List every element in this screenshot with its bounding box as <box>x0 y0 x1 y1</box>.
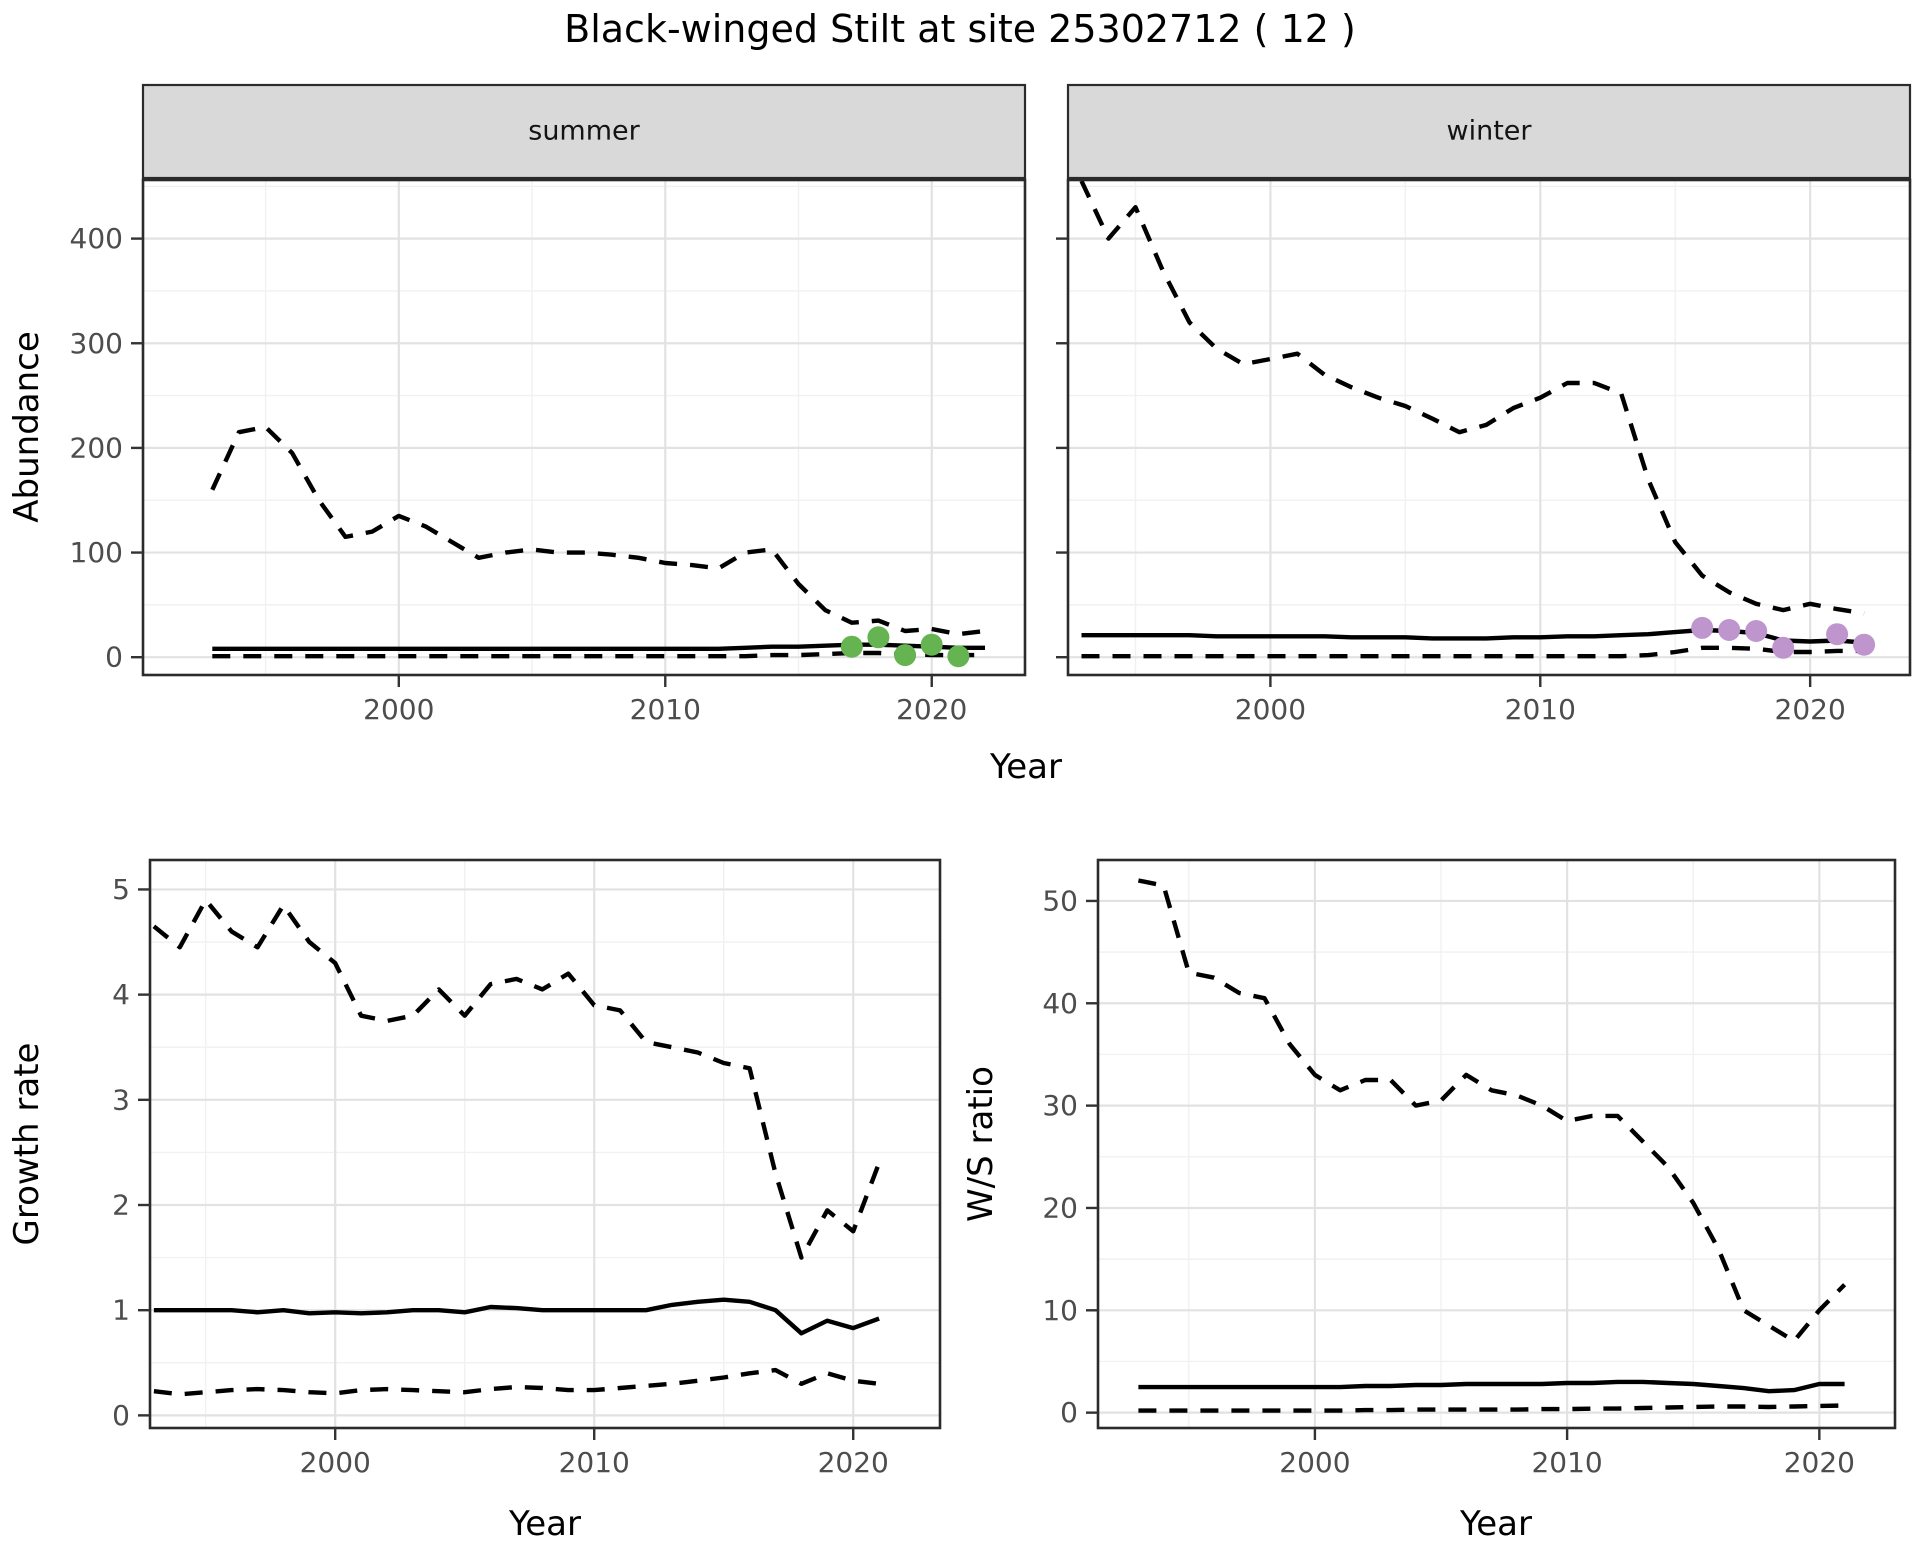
abundance-axis-title: Abundance <box>7 331 47 523</box>
ws-ratio-lower-ci-line <box>1138 1403 1845 1413</box>
growth-rate-axis-title: Growth rate <box>7 1043 47 1246</box>
facet-strip-summer-label: summer <box>528 116 640 147</box>
growth-rate-panel: 2000 2010 2020 0 1 2 3 4 5 <box>112 858 942 1479</box>
y-tick-label: 200 <box>70 431 123 464</box>
abundance-summer-lower-ci-line <box>212 650 985 659</box>
y-tick-label: 10 <box>1042 1294 1078 1327</box>
panel-border <box>141 178 1027 677</box>
y-tick-label: 0 <box>1060 1396 1078 1429</box>
data-point <box>920 633 943 656</box>
data-point <box>1853 633 1876 656</box>
growth-rate-lower-ci-line <box>153 1367 880 1397</box>
facet-strip-winter-label: winter <box>1447 116 1533 147</box>
bottom-left-year-axis-title: Year <box>508 1504 581 1544</box>
x-tick-label: 2000 <box>363 693 434 726</box>
abundance-winter-lower-ci-line <box>1081 645 1865 659</box>
x-tick-label: 2010 <box>630 693 701 726</box>
abundance-winter-upper-ci-line <box>1079 180 1865 616</box>
abundance-summer-observed-counts <box>840 626 970 668</box>
abundance-winter-observed-counts <box>1691 616 1876 659</box>
x-tick-label: 2020 <box>1775 693 1846 726</box>
y-tick-label: 1 <box>112 1294 130 1327</box>
y-tick-label: 40 <box>1042 987 1078 1020</box>
growth-rate-upper-ci-line <box>152 897 882 1260</box>
x-tick-label: 2000 <box>300 1446 371 1479</box>
data-point <box>1691 616 1714 639</box>
x-tick-label: 2020 <box>818 1446 889 1479</box>
panel-background <box>1098 860 1895 1428</box>
y-tick-label: 3 <box>112 1083 130 1116</box>
ws-ratio-axis-title: W/S ratio <box>961 1066 1001 1222</box>
facet-strip-winter <box>1066 83 1912 180</box>
y-tick-label: 30 <box>1042 1089 1078 1122</box>
abundance-winter-panel: 2000 2010 2020 <box>1056 178 1912 726</box>
bottom-right-year-axis-title: Year <box>1459 1504 1532 1544</box>
facet-strip-summer <box>141 83 1027 180</box>
growth-rate-median-line <box>153 1297 880 1336</box>
data-point <box>1718 619 1741 641</box>
x-tick-label: 2000 <box>1235 693 1306 726</box>
data-point <box>840 635 863 658</box>
y-tick-label: 50 <box>1042 884 1078 917</box>
x-tick-label: 2010 <box>559 1446 630 1479</box>
y-tick-label: 4 <box>112 978 130 1011</box>
y-tick-label: 0 <box>105 641 123 674</box>
ws-ratio-panel: 2000 2010 2020 0 10 20 30 40 50 <box>1042 858 1897 1479</box>
top-year-axis-title: Year <box>989 747 1062 787</box>
x-tick-label: 2000 <box>1279 1446 1350 1479</box>
page-title: Black-winged Stilt at site 25302712 ( 12… <box>564 7 1356 51</box>
abundance-summer-upper-ci-line <box>210 424 986 637</box>
x-tick-label: 2020 <box>1784 1446 1855 1479</box>
y-tick-label: 0 <box>112 1399 130 1432</box>
data-point <box>894 644 917 667</box>
panel-background <box>150 860 940 1428</box>
data-point <box>1826 623 1849 646</box>
panel-border <box>1066 178 1912 677</box>
data-point <box>1745 620 1768 642</box>
panel-border <box>1096 858 1897 1430</box>
y-tick-label: 5 <box>112 873 130 906</box>
y-tick-label: 300 <box>70 327 123 360</box>
ws-ratio-upper-ci-line <box>1137 878 1847 1344</box>
ws-ratio-median-line <box>1138 1379 1845 1394</box>
panel-background <box>143 180 1025 675</box>
x-tick-label: 2010 <box>1505 693 1576 726</box>
panel-border <box>148 858 942 1430</box>
data-point <box>947 645 970 668</box>
y-tick-label: 100 <box>70 536 123 569</box>
data-point <box>867 626 890 649</box>
chart-decorations: Black-winged Stilt at site 25302712 ( 12… <box>7 7 1912 1544</box>
y-tick-label: 20 <box>1042 1191 1078 1224</box>
data-point <box>1772 636 1795 659</box>
x-tick-label: 2020 <box>896 693 967 726</box>
y-tick-label: 400 <box>70 222 123 255</box>
x-tick-label: 2010 <box>1531 1446 1602 1479</box>
abundance-summer-panel: 2000 2010 2020 0 100 200 300 400 <box>70 178 1027 726</box>
panel-background <box>1068 180 1910 675</box>
y-tick-label: 2 <box>112 1189 130 1222</box>
